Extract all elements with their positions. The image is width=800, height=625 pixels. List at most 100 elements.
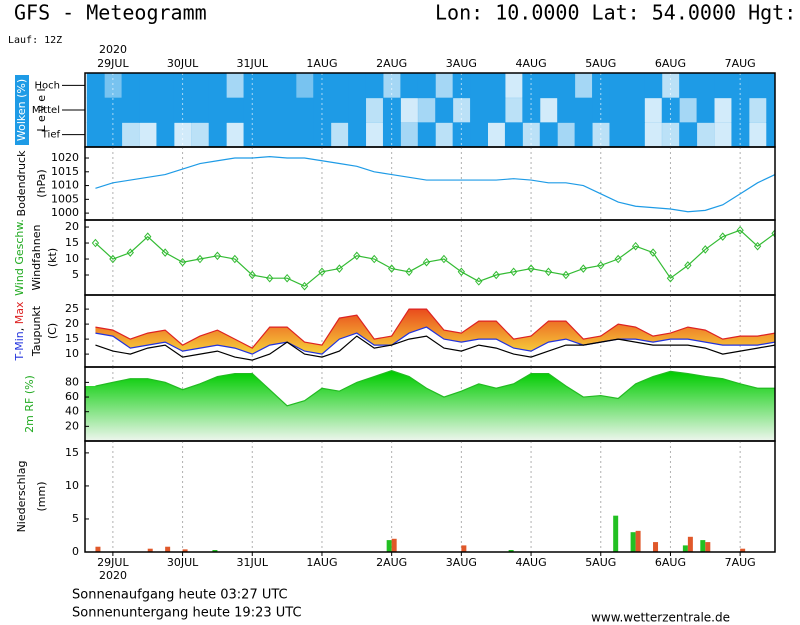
marker [126,248,134,257]
y-axis-label: (C) [46,323,59,339]
x-tick-label: 31JUL [237,556,269,569]
y-tick-label: 60 [65,390,79,403]
cloud-cell [766,97,775,123]
cloud-cell [226,97,245,123]
cloud-cell [731,73,750,99]
y-axis-label-part: (C) [46,323,59,339]
y-tick-label: 15 [65,332,79,345]
cloud-cell [278,73,297,99]
cloud-cell [504,73,523,99]
marker [649,248,657,257]
y-axis-label: Taupunkt [30,305,43,357]
label-background [15,75,29,145]
cloud-cell [278,97,297,123]
cloud-cell [679,97,698,123]
bar [705,542,711,552]
cloud-cell [86,73,105,99]
cloud-cell [539,122,558,147]
y-tick-label: 40 [65,405,79,418]
cloud-cell [260,122,279,147]
marker [509,267,518,277]
x-tick-label: 7AUG [725,556,756,569]
location: Lon: 10.0000 Lat: 54.0000 Hgt: 2 [435,1,800,25]
panel-frame [84,440,776,553]
x-tick-label: 6AUG [655,57,686,70]
year-top: 2020 [99,43,127,56]
marker [597,261,605,270]
cloud-cell [714,122,732,147]
cloud-cell [191,73,210,99]
cloud-cell [696,97,715,123]
bar [95,546,101,552]
sunrise: Sonnenaufgang heute 03:27 UTC [72,588,288,603]
series-line [95,326,775,355]
x-tick-label: 29JUL [97,57,129,70]
bar [461,545,467,552]
area-fill [85,370,775,441]
panel [85,73,775,147]
cloud-cell [452,97,471,123]
marker [231,254,239,264]
y-tick-label: 80 [65,375,79,388]
marker [370,254,378,264]
cloud-cell [714,73,732,99]
cloud-cell [365,122,384,147]
y-axis-label-part: Windfahnen [30,225,43,291]
cloud-cell [278,122,297,147]
x-tick-label: 3AUG [446,556,477,569]
marker [109,254,117,264]
category-label: Mittel [32,105,60,116]
marker [440,254,448,264]
cloud-cell [86,122,105,147]
y-axis-label-part: T-Min [13,331,26,361]
bar [635,530,641,552]
y-tick-label: 0 [72,545,79,558]
marker [631,241,640,251]
bar [508,550,514,552]
bar [182,549,188,552]
marker [753,241,762,251]
cloud-cell [626,73,645,99]
cloud-cell [504,97,523,123]
cloud-cell [139,73,157,99]
cloud-cell [470,97,488,123]
y-axis-label-part: (kt) [46,248,59,267]
y-axis-label-part: Wolken (%) [15,79,28,141]
y-axis-label-part: (mm) [35,481,48,511]
marker [684,261,692,270]
marker [492,270,500,280]
marker [562,270,570,280]
marker [335,264,344,273]
y-tick-label: 5 [72,268,79,281]
cloud-cell [487,73,506,99]
x-tick-label: 2AUG [376,57,407,70]
cloud-cell [313,97,332,123]
cloud-cell [714,97,732,123]
cloud-cell [121,73,140,99]
y-tick-label: 20 [65,419,79,432]
y-axis-label: T-Min, Max [13,301,26,361]
cloud-cell [243,73,262,99]
y-tick-label: 15 [65,446,79,459]
marker [719,232,727,241]
marker [666,273,675,283]
cloud-cell [365,73,384,99]
cloud-cell [191,122,210,147]
cloud-cell [644,122,663,147]
cloud-cell [557,73,576,99]
cloud-cell [644,97,663,123]
y-axis-label-part: 2m RF (%) [23,375,36,433]
marker [300,281,309,291]
cloud-cell [766,73,775,99]
bar [147,548,153,552]
y-axis-label: Bodendruck [15,150,28,217]
y-axis-label-part: Wind Geschw. [13,219,26,296]
y-axis-label: (hPa) [35,169,48,197]
cloud-cell [104,97,123,123]
cloud-cell [365,97,384,123]
cloud-cell [417,73,436,99]
bar [212,550,218,552]
range-fill [95,309,775,355]
cloud-cell [557,97,576,123]
y-tick-label: 25 [65,302,79,315]
